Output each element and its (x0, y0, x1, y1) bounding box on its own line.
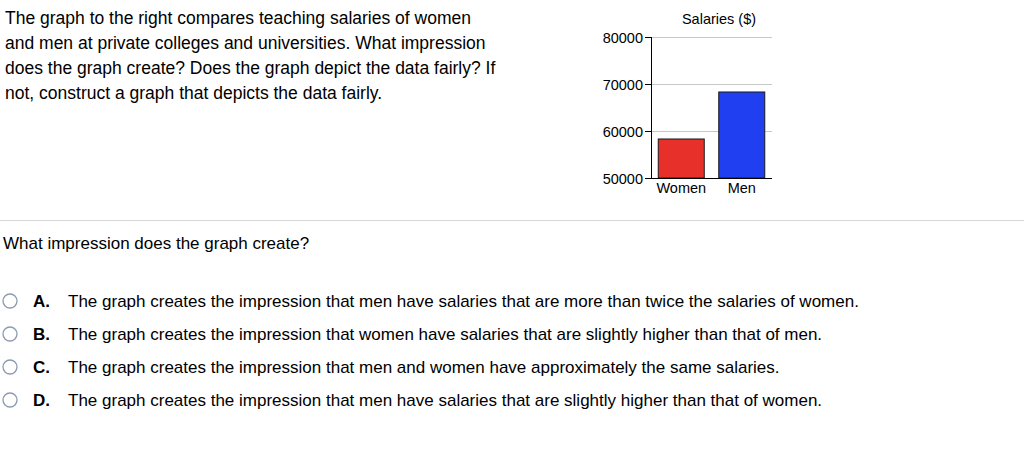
x-axis (651, 178, 772, 179)
question-line: does the graph create? Does the graph de… (5, 58, 495, 78)
radio-button[interactable] (3, 393, 17, 407)
y-axis (651, 37, 652, 178)
tick-label: 50000 (603, 171, 643, 187)
option-letter: C. (33, 358, 50, 377)
chart: Salaries ($) 50000 60000 70000 80000 Women Men (603, 11, 772, 196)
tick-label: 70000 (603, 77, 643, 93)
question-line: and men at private colleges and universi… (5, 33, 486, 53)
bar (658, 139, 704, 178)
grid-line (651, 37, 772, 38)
category-label: Women (656, 180, 706, 196)
bars (658, 92, 765, 178)
tick-mark (645, 37, 651, 38)
category-label: Men (728, 180, 756, 196)
page: The graph to the right compares teaching… (0, 0, 1024, 454)
radio-button[interactable] (3, 294, 17, 308)
option-letter: A. (33, 292, 50, 311)
option-text: The graph creates the impression that me… (68, 391, 822, 410)
grid-line (651, 178, 772, 179)
radio-button[interactable] (3, 360, 17, 374)
tick-mark (645, 84, 651, 85)
chart-title: Salaries ($) (682, 11, 756, 27)
prompt: What impression does the graph create? (3, 234, 309, 253)
tick-mark (645, 178, 651, 179)
radio-button[interactable] (3, 327, 17, 341)
tick-mark (645, 131, 651, 132)
question-line: The graph to the right compares teaching… (5, 8, 471, 28)
option-letter: B. (33, 325, 50, 344)
tick-label: 60000 (603, 124, 643, 140)
option-text: The graph creates the impression that me… (68, 358, 780, 377)
tick-label: 80000 (603, 30, 643, 46)
option-text: The graph creates the impression that wo… (68, 325, 822, 344)
screen: The graph to the right compares teaching… (0, 0, 1024, 454)
grid-line (651, 84, 772, 85)
bar (719, 92, 765, 178)
question-line: not, construct a graph that depicts the … (5, 83, 382, 103)
option-text: The graph creates the impression that me… (68, 292, 859, 311)
separator (0, 220, 1024, 221)
option-letter: D. (33, 391, 50, 410)
